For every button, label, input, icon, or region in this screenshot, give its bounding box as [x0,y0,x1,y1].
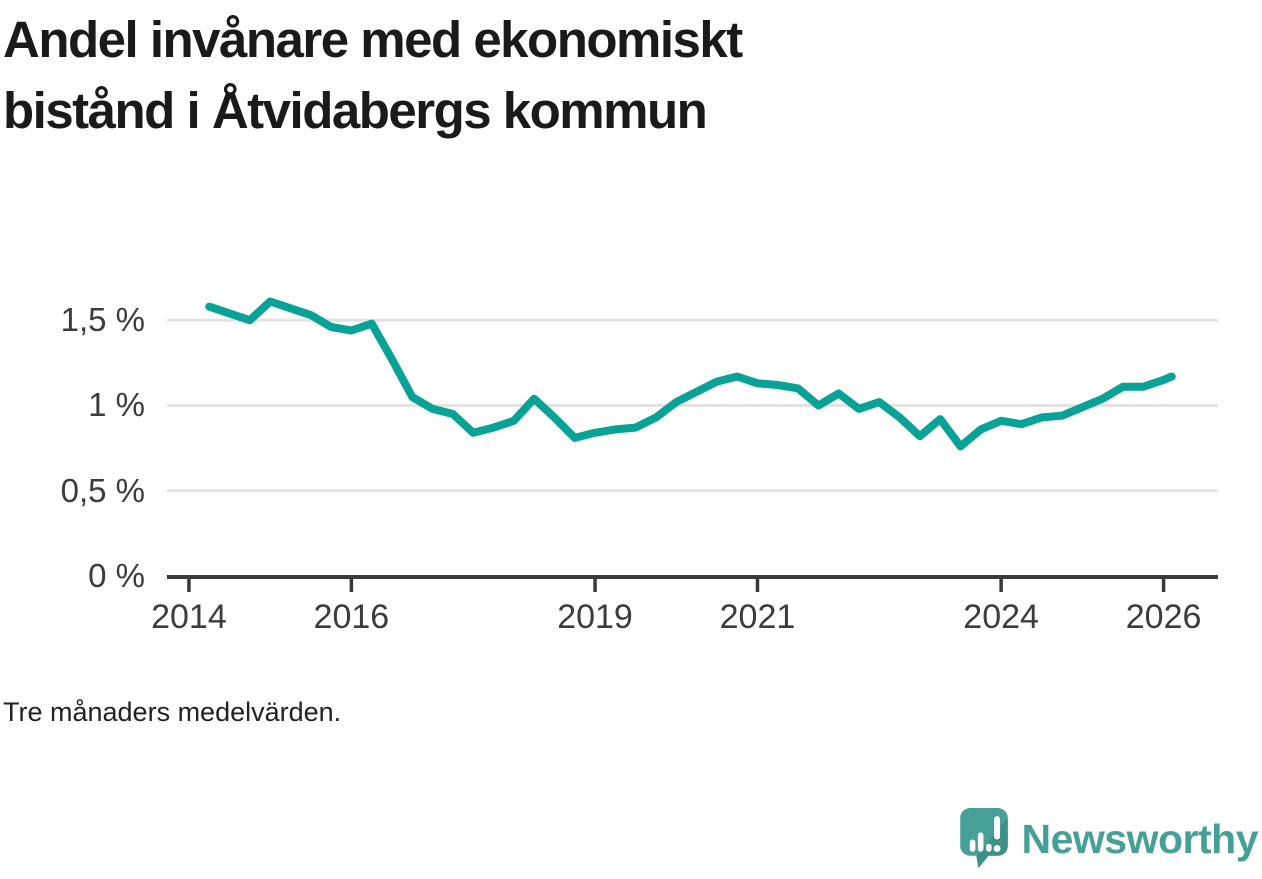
chart-title-line2: bistånd i Åtvidabergs kommun [3,82,708,139]
y-tick-label: 0 % [88,557,145,594]
chart-title: Andel invånare med ekonomiskt bistånd i … [3,4,1103,146]
x-tick-label: 2024 [963,598,1039,636]
x-tick-label: 2014 [151,598,227,636]
newsworthy-logo-text: Newsworthy [1021,815,1259,862]
chart-title-line1: Andel invånare med ekonomiskt [3,11,743,68]
x-tick-label: 2021 [719,598,796,636]
x-tick-label: 2016 [313,598,390,636]
footnote: Tre månaders medelvärden. [3,697,342,727]
x-tick-label: 2026 [1125,598,1202,636]
x-tick-label: 2019 [557,598,633,636]
y-tick-label: 1 % [88,386,145,424]
newsworthy-logo: Newsworthy [959,808,1259,869]
newsworthy-logo-icon [959,808,1008,868]
y-tick-label: 0,5 % [60,471,145,509]
data-line [205,297,1176,451]
y-tick-label: 1,5 % [60,301,145,339]
